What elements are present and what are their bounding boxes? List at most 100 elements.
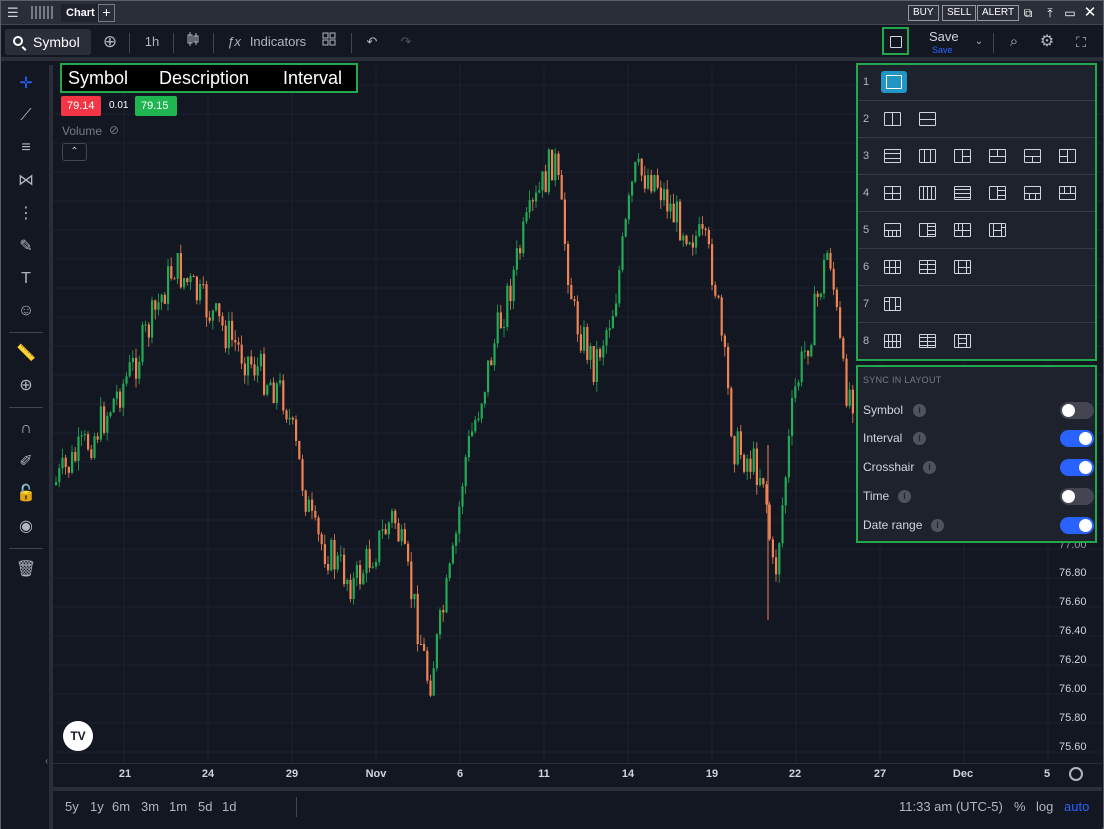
layout-4-left-big[interactable] (987, 184, 1007, 202)
timezone-clock[interactable]: 11:33 am (UTC-5) (899, 799, 1003, 814)
fib-retracement-icon[interactable]: ≡ (21, 139, 31, 156)
eye-icon[interactable]: ◉ (19, 518, 33, 535)
select-layout-button[interactable] (882, 27, 909, 55)
candles-chart-type-icon[interactable] (183, 31, 203, 53)
fullscreen-icon[interactable]: ⛶ (1076, 34, 1086, 50)
layout-8-b[interactable] (917, 332, 937, 350)
lock-icon[interactable]: 🔓 (16, 485, 36, 502)
add-tab-button[interactable]: + (98, 4, 115, 22)
range-6m[interactable]: 6m (112, 799, 131, 814)
auto-toggle[interactable]: auto (1064, 799, 1090, 814)
layout-5-b[interactable] (917, 221, 937, 239)
layout-4-rows[interactable] (952, 184, 972, 202)
range-1d[interactable]: 1d (222, 799, 237, 814)
crosshair-icon[interactable]: ✛ (19, 75, 33, 92)
time-axis[interactable]: 21 24 29 Nov 6 11 14 19 22 27 Dec 5 (53, 763, 1102, 785)
axis-settings-icon[interactable] (1069, 767, 1083, 781)
layout-3-columns[interactable] (917, 147, 937, 165)
pin-top-icon[interactable]: ⤒ (1047, 6, 1053, 20)
info-icon[interactable]: i (923, 461, 936, 474)
range-1y[interactable]: 1y (90, 799, 104, 814)
sync-interval-toggle[interactable] (1060, 430, 1094, 447)
settings-gear-icon[interactable]: ⚙ (1039, 33, 1055, 50)
brush-icon[interactable]: ✎ (19, 238, 33, 255)
ask-price-badge[interactable]: 79.15 (135, 96, 177, 116)
indicators-fx-icon[interactable]: ƒx (227, 34, 241, 49)
layout-6-c[interactable] (952, 258, 972, 276)
price-tick: 75.60 (1059, 741, 1087, 753)
layout-6-b[interactable] (917, 258, 937, 276)
layout-3-rows[interactable] (882, 147, 902, 165)
eye-hidden-icon[interactable]: ⊘ (109, 123, 120, 137)
log-toggle[interactable]: log (1036, 799, 1054, 814)
drag-grip-icon[interactable] (31, 6, 55, 19)
indicators-button[interactable]: Indicators (249, 34, 307, 49)
layout-5-d[interactable] (987, 221, 1007, 239)
maximize-icon[interactable]: ▭ (1064, 6, 1076, 20)
layout-5-a[interactable] (882, 221, 902, 239)
candle-body (707, 229, 710, 245)
magnet-icon[interactable]: ∩ (20, 420, 32, 437)
sync-date-range-toggle[interactable] (1060, 517, 1094, 534)
undo-icon[interactable]: ↶ (366, 34, 378, 49)
info-icon[interactable]: i (913, 404, 926, 417)
templates-grid-icon[interactable] (320, 31, 338, 53)
emoji-icon[interactable]: ☺ (17, 302, 35, 319)
layout-7-a[interactable] (882, 295, 902, 313)
range-5d[interactable]: 5d (198, 799, 213, 814)
alert-button[interactable]: ALERT (977, 5, 1020, 21)
close-icon[interactable]: ✕ (1083, 4, 1097, 21)
info-icon[interactable]: i (931, 519, 944, 532)
compare-add-icon[interactable]: ⊕ (102, 32, 118, 51)
range-3m[interactable]: 3m (141, 799, 160, 814)
pattern-icon[interactable]: ⋈ (18, 172, 34, 189)
range-5y[interactable]: 5y (65, 799, 79, 814)
hamburger-menu-icon[interactable]: ☰ (7, 5, 19, 20)
forecast-icon[interactable]: ⋮ (18, 205, 34, 222)
layout-4-top-big[interactable] (1022, 184, 1042, 202)
candle-body (522, 221, 525, 254)
sync-crosshair-toggle[interactable] (1060, 459, 1094, 476)
sync-time-toggle[interactable] (1060, 488, 1094, 505)
bid-price-badge[interactable]: 79.14 (61, 96, 101, 116)
layout-3-top-split[interactable] (987, 147, 1007, 165)
layout-6-a[interactable] (882, 258, 902, 276)
sell-button[interactable]: SELL (942, 5, 977, 21)
range-1m[interactable]: 1m (169, 799, 188, 814)
ruler-icon[interactable]: 📏 (16, 345, 36, 362)
info-icon[interactable]: i (913, 432, 926, 445)
layout-3-right-big[interactable] (1057, 147, 1077, 165)
layout-2-horizontal[interactable] (917, 110, 937, 128)
symbol-search-button[interactable]: Symbol (5, 29, 91, 55)
percent-toggle[interactable]: % (1014, 799, 1026, 814)
popout-icon[interactable]: ⧉ (1023, 6, 1033, 20)
layout-2-vertical[interactable] (882, 110, 902, 128)
layout-8-a[interactable] (882, 332, 902, 350)
save-dropdown-chevron-icon[interactable]: ⌄ (974, 36, 984, 47)
layout-8-c[interactable] (952, 332, 972, 350)
trash-icon[interactable]: 🗑 (15, 561, 37, 578)
tab-chart[interactable]: Chart (61, 4, 100, 22)
buy-button[interactable]: BUY (908, 5, 939, 21)
text-icon[interactable]: T (21, 270, 31, 287)
layout-3-left-big[interactable] (952, 147, 972, 165)
candle-body (544, 171, 547, 193)
zoom-in-icon[interactable]: ⊕ (19, 377, 33, 394)
redo-icon[interactable]: ↷ (400, 34, 412, 49)
layout-single-selected[interactable] (881, 71, 907, 93)
collapse-toolbar-icon[interactable]: ‹ (45, 756, 49, 767)
sync-symbol-toggle[interactable] (1060, 402, 1094, 419)
layout-4-bottom-big[interactable] (1057, 184, 1077, 202)
layout-4-columns[interactable] (917, 184, 937, 202)
candle-body (576, 301, 579, 335)
layout-5-c[interactable] (952, 221, 972, 239)
trend-line-icon[interactable]: ⟋ (20, 107, 32, 124)
info-icon[interactable]: i (898, 490, 911, 503)
save-button[interactable]: Save (929, 29, 959, 44)
layout-3-bottom-split[interactable] (1022, 147, 1042, 165)
interval-button[interactable]: 1h (144, 34, 160, 49)
lock-pencil-icon[interactable]: ✐ (19, 453, 33, 470)
collapse-legend-button[interactable]: ⌃ (62, 143, 87, 161)
layout-4-grid[interactable] (882, 184, 902, 202)
quick-search-icon[interactable]: ⌕ (1009, 33, 1019, 50)
